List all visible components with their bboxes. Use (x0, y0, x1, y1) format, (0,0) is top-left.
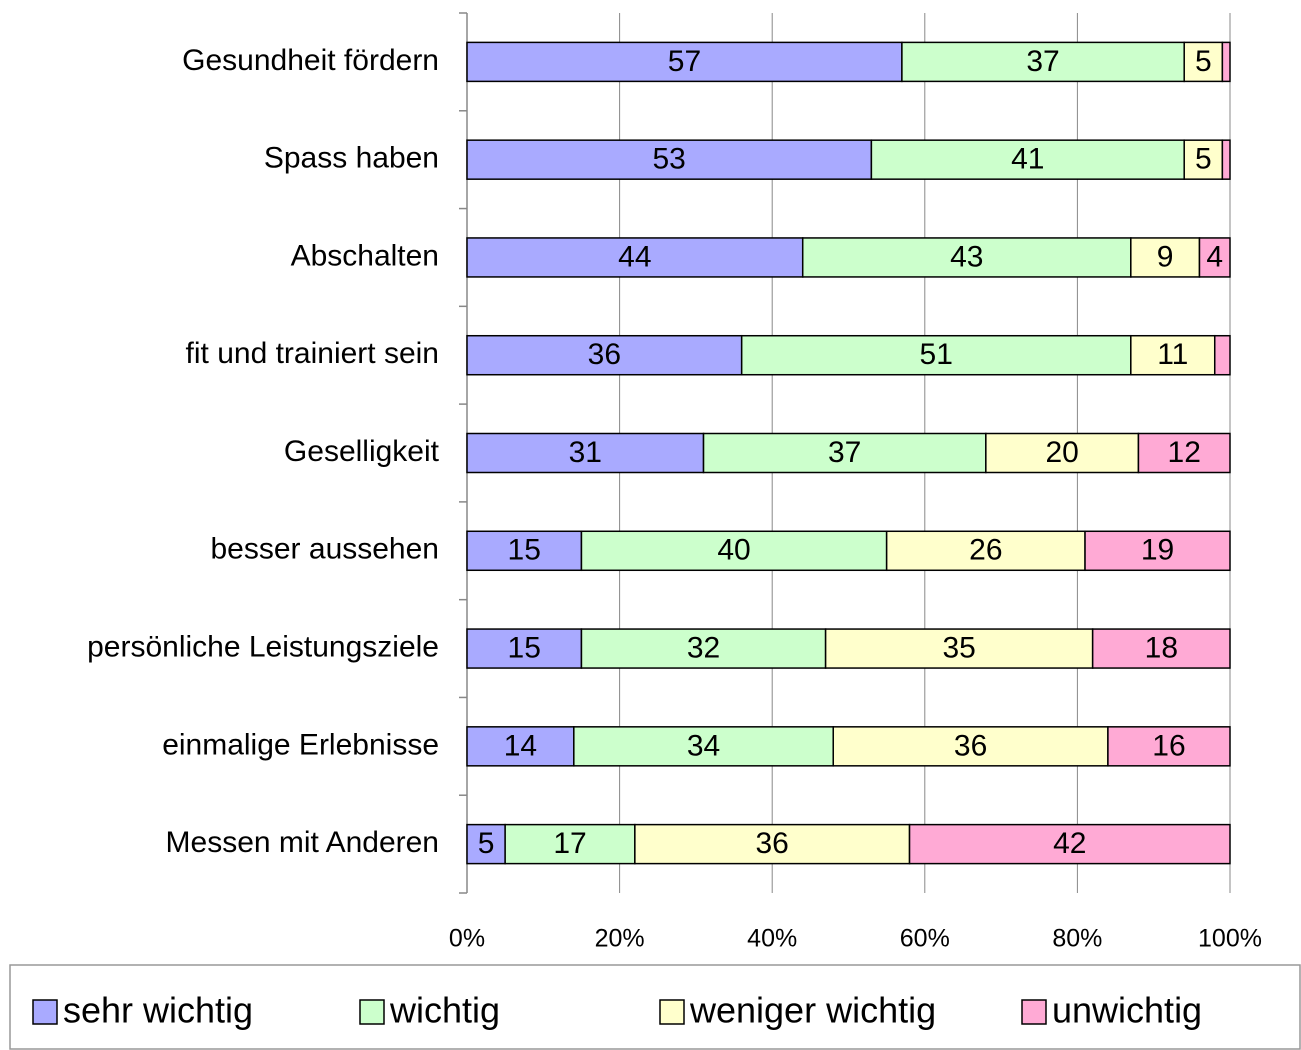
data-label: 36 (954, 729, 987, 762)
bar-segment (466, 726, 575, 767)
data-label: 57 (668, 45, 701, 78)
x-tick-label: 0% (449, 925, 485, 953)
y-tick-label: Geselligkeit (284, 435, 440, 468)
data-label: 34 (687, 729, 720, 762)
bar-segment (985, 432, 1140, 474)
bar-segment (885, 530, 1086, 572)
y-tick-label: Abschalten (291, 239, 439, 272)
bar-segment (1130, 237, 1201, 278)
data-label: 9 (1157, 240, 1174, 273)
bar-segment (832, 726, 1109, 767)
data-label: 15 (508, 534, 541, 567)
bar-segment (702, 432, 987, 474)
data-label: 12 (1168, 436, 1201, 469)
y-tick-label: fit und trainiert sein (186, 337, 439, 370)
data-label: 15 (508, 631, 541, 664)
bar-segment (1084, 530, 1231, 572)
data-label: 32 (687, 631, 720, 664)
data-label: 44 (618, 240, 651, 273)
bar-segment (1213, 334, 1231, 376)
data-label: 35 (942, 631, 975, 664)
legend-label: unwichtig (1052, 990, 1202, 1031)
bar-segment (634, 823, 911, 865)
data-label: 37 (828, 436, 861, 469)
bar-segment (466, 530, 583, 572)
data-label: 43 (950, 240, 983, 273)
bar-segment (504, 823, 636, 865)
data-label: 5 (1195, 143, 1212, 176)
data-label: 42 (1053, 827, 1086, 860)
y-tick-label: persönliche Leistungsziele (87, 630, 439, 663)
data-label: 40 (717, 534, 750, 567)
bar-segment (901, 41, 1185, 83)
data-label: 51 (920, 338, 953, 371)
legend-swatch (359, 999, 385, 1025)
data-label: 37 (1026, 45, 1059, 78)
legend-label: weniger wichtig (689, 990, 936, 1031)
legend-swatch (1021, 999, 1047, 1025)
y-tick-label: Spass haben (264, 142, 439, 175)
bar-segment (580, 628, 827, 669)
bar-segment (1137, 432, 1231, 474)
legend-label: wichtig (389, 990, 500, 1031)
x-tick-label: 80% (1052, 925, 1102, 953)
data-label: 36 (756, 827, 789, 860)
x-tick-label: 60% (900, 925, 950, 953)
bar-segment (1221, 139, 1231, 180)
bar-segment (870, 139, 1185, 180)
bar-segment (1107, 726, 1231, 767)
data-label: 16 (1152, 729, 1185, 762)
y-tick-label: Gesundheit fördern (182, 44, 439, 77)
data-label: 36 (588, 338, 621, 371)
bar-segment (824, 628, 1094, 669)
data-label: 20 (1045, 436, 1078, 469)
data-label: 41 (1011, 143, 1044, 176)
x-tick-label: 100% (1198, 925, 1262, 953)
data-label: 26 (969, 534, 1002, 567)
data-label: 53 (653, 143, 686, 176)
data-label: 11 (1157, 338, 1188, 371)
bar-segment (1221, 41, 1231, 83)
x-tick-label: 20% (595, 925, 645, 953)
bar-segment (1183, 139, 1224, 180)
bar-segment (573, 726, 834, 767)
bar-segment (801, 237, 1132, 278)
data-label: 5 (478, 827, 495, 860)
data-label: 31 (569, 436, 602, 469)
bar-segment (908, 823, 1231, 865)
y-tick-label: einmalige Erlebnisse (162, 728, 439, 761)
y-tick-label: Messen mit Anderen (166, 826, 439, 859)
y-tick-label: besser aussehen (211, 533, 440, 566)
data-label: 5 (1195, 45, 1212, 78)
data-label: 17 (553, 827, 586, 860)
bar-segment (466, 432, 705, 474)
data-label: 19 (1141, 534, 1174, 567)
bar-segment (1198, 237, 1231, 278)
x-tick-label: 40% (747, 925, 797, 953)
bar-segment (466, 628, 583, 669)
legend-swatch (659, 999, 685, 1025)
data-label: 4 (1206, 240, 1223, 273)
bar-segment (466, 237, 804, 278)
data-label: 18 (1145, 631, 1178, 664)
legend-label: sehr wichtig (63, 990, 253, 1031)
legend-box (9, 964, 1301, 1050)
legend-swatch (32, 999, 58, 1025)
bar-segment (1091, 628, 1231, 669)
data-label: 14 (504, 729, 537, 762)
